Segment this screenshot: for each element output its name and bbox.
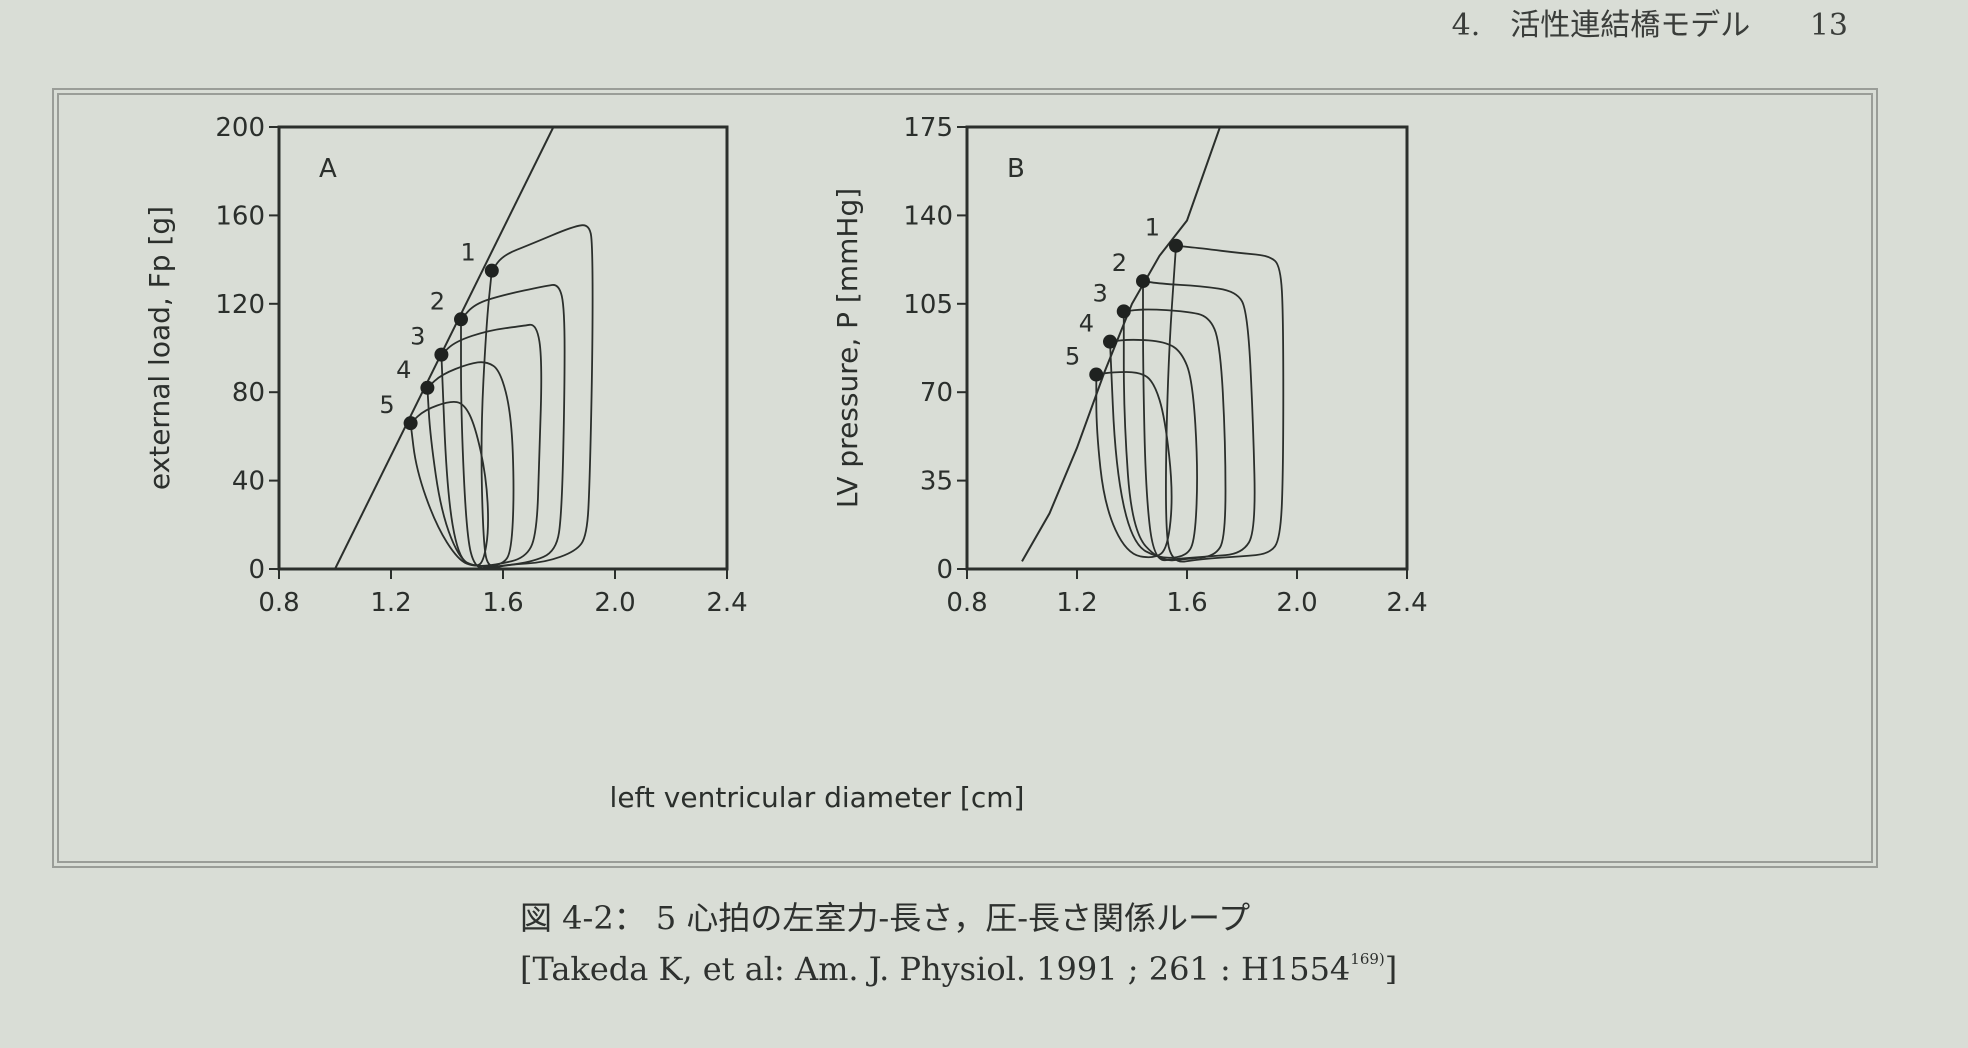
y-tick-label: 175 bbox=[903, 113, 953, 143]
loop-series-3 bbox=[440, 323, 543, 567]
figure-frame: 0 40 80 120 160 200 0.8 1.2 1.6 2.0 2.4 external lo… bbox=[52, 88, 1878, 868]
x-tick-label: 2.4 bbox=[706, 588, 747, 618]
page-number: 13 bbox=[1809, 8, 1848, 43]
y-tick-label: 140 bbox=[903, 201, 953, 231]
plot-frame bbox=[277, 125, 729, 571]
loop-series-2 bbox=[460, 284, 566, 569]
y-tick-label: 40 bbox=[232, 467, 265, 497]
panel-label: B bbox=[1007, 154, 1025, 184]
panel-label: A bbox=[319, 154, 337, 184]
x-tick-label: 2.4 bbox=[1386, 588, 1427, 618]
y-tick-label: 120 bbox=[215, 290, 265, 320]
point-label-2: 2 bbox=[1112, 249, 1127, 277]
y-tick-label: 0 bbox=[936, 555, 953, 585]
x-tick-label: 1.6 bbox=[1166, 588, 1207, 618]
end-systolic-point-5 bbox=[1089, 367, 1104, 382]
figure-citation: [Takeda K, et al: Am. J. Physiol. 1991 ;… bbox=[520, 950, 1397, 988]
end-systolic-point-3 bbox=[1116, 304, 1131, 319]
end-systolic-point-4 bbox=[1103, 334, 1117, 349]
loop-series-5 bbox=[409, 401, 489, 567]
point-label-3: 3 bbox=[1092, 279, 1107, 307]
citation-ref: 169) bbox=[1350, 950, 1385, 968]
plot-area bbox=[1021, 127, 1285, 563]
end-systolic-point-1 bbox=[484, 263, 499, 278]
plot-frame bbox=[965, 125, 1409, 571]
point-label-1: 1 bbox=[1145, 214, 1160, 242]
y-tick-label: 70 bbox=[920, 378, 953, 408]
y-tick-label: 105 bbox=[903, 290, 953, 320]
end-systolic-point-1 bbox=[1169, 238, 1183, 253]
y-tick-label: 80 bbox=[232, 378, 265, 408]
point-label-4: 4 bbox=[1079, 310, 1094, 338]
end-systolic-point-4 bbox=[420, 380, 435, 395]
citation-text: [Takeda K, et al: Am. J. Physiol. 1991 ;… bbox=[520, 950, 1351, 988]
x-tick-label: 1.2 bbox=[1056, 588, 1097, 618]
point-label-5: 5 bbox=[379, 391, 394, 419]
loop-series-3 bbox=[1122, 308, 1227, 562]
point-label-1: 1 bbox=[461, 239, 476, 267]
loop-series-4 bbox=[426, 361, 515, 567]
citation-end: ] bbox=[1384, 950, 1398, 988]
x-tick-label: 2.0 bbox=[1276, 588, 1317, 618]
point-label-2: 2 bbox=[430, 287, 445, 315]
loop-series-5 bbox=[1095, 371, 1173, 559]
figure-caption: 図 4-2： 5 心拍の左室力-長さ，圧-長さ関係ループ bbox=[520, 899, 1251, 937]
x-tick-label: 2.0 bbox=[594, 588, 635, 618]
y-tick-label: 200 bbox=[215, 113, 265, 143]
y-axis-label: LV pressure, P [mmHg] bbox=[831, 188, 864, 508]
y-tick-label: 0 bbox=[248, 555, 265, 585]
point-label-5: 5 bbox=[1065, 343, 1080, 371]
chart-panel-a: 0 40 80 120 160 200 0.8 1.2 1.6 2.0 2.4 external lo… bbox=[143, 113, 748, 618]
y-tick-label: 35 bbox=[920, 467, 953, 497]
x-tick-label: 0.8 bbox=[258, 588, 299, 618]
section-title: 4. 活性連結橋モデル bbox=[1451, 8, 1751, 43]
x-tick-label: 0.8 bbox=[946, 588, 987, 618]
end-systolic-point-2 bbox=[454, 312, 468, 327]
end-systolic-line bbox=[334, 127, 555, 569]
shared-x-axis-label: left ventricular diameter [cm] bbox=[610, 781, 1025, 814]
point-label-4: 4 bbox=[396, 356, 411, 384]
x-tick-label: 1.2 bbox=[370, 588, 411, 618]
loop-series-4 bbox=[1109, 338, 1198, 559]
loop-series-2 bbox=[1142, 280, 1256, 562]
end-systolic-point-5 bbox=[403, 416, 418, 431]
plot-area bbox=[334, 127, 594, 569]
y-tick-label: 160 bbox=[215, 201, 265, 231]
point-label-3: 3 bbox=[410, 323, 425, 351]
end-systolic-point-3 bbox=[434, 347, 449, 362]
y-axis-label: external load, Fp [g] bbox=[143, 206, 176, 490]
page-header: 4. 活性連結橋モデル 13 bbox=[1402, 0, 1848, 44]
loop-series-1 bbox=[480, 224, 594, 569]
x-tick-label: 1.6 bbox=[482, 588, 523, 618]
end-systolic-point-2 bbox=[1136, 274, 1150, 289]
end-systolic-line bbox=[1021, 127, 1221, 562]
